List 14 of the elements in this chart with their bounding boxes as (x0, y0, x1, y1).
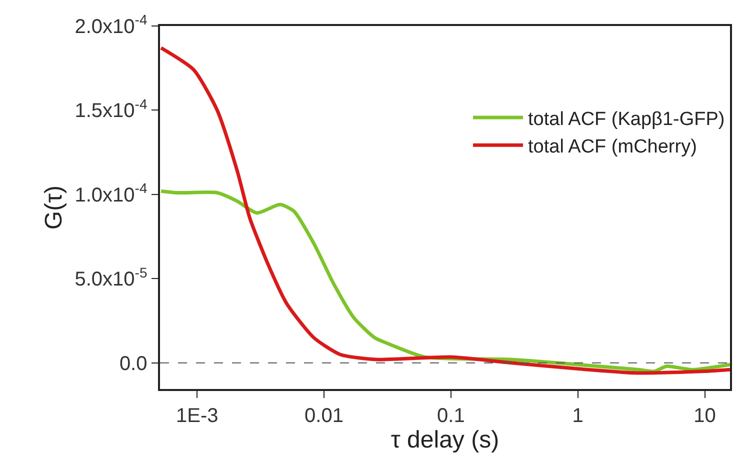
x-tick-label: 10 (694, 404, 716, 427)
y-tick-label: 1.5x10$^{-4}$ (74, 96, 148, 122)
y-tick-label: 0.0 (119, 352, 148, 375)
legend-label: total ACF (Kapβ1-GFP) (528, 108, 725, 130)
y-tick-label: 1.0x10$^{-4}$ (74, 180, 148, 206)
x-axis-title: τ delay (s) (390, 426, 500, 454)
x-tick-label: 0.01 (304, 404, 344, 427)
legend-label: total ACF (mCherry) (528, 136, 697, 158)
y-axis-title: G(τ) (40, 185, 68, 230)
y-tick-label: 5.0x10$^{-5}$ (74, 264, 148, 291)
x-tick-label: 1E-3 (176, 404, 218, 427)
x-tick-label: 0.1 (437, 404, 465, 427)
y-tick-label: 2.0x10$^{-4}$ (74, 12, 148, 38)
x-tick-label: 1 (572, 404, 584, 427)
